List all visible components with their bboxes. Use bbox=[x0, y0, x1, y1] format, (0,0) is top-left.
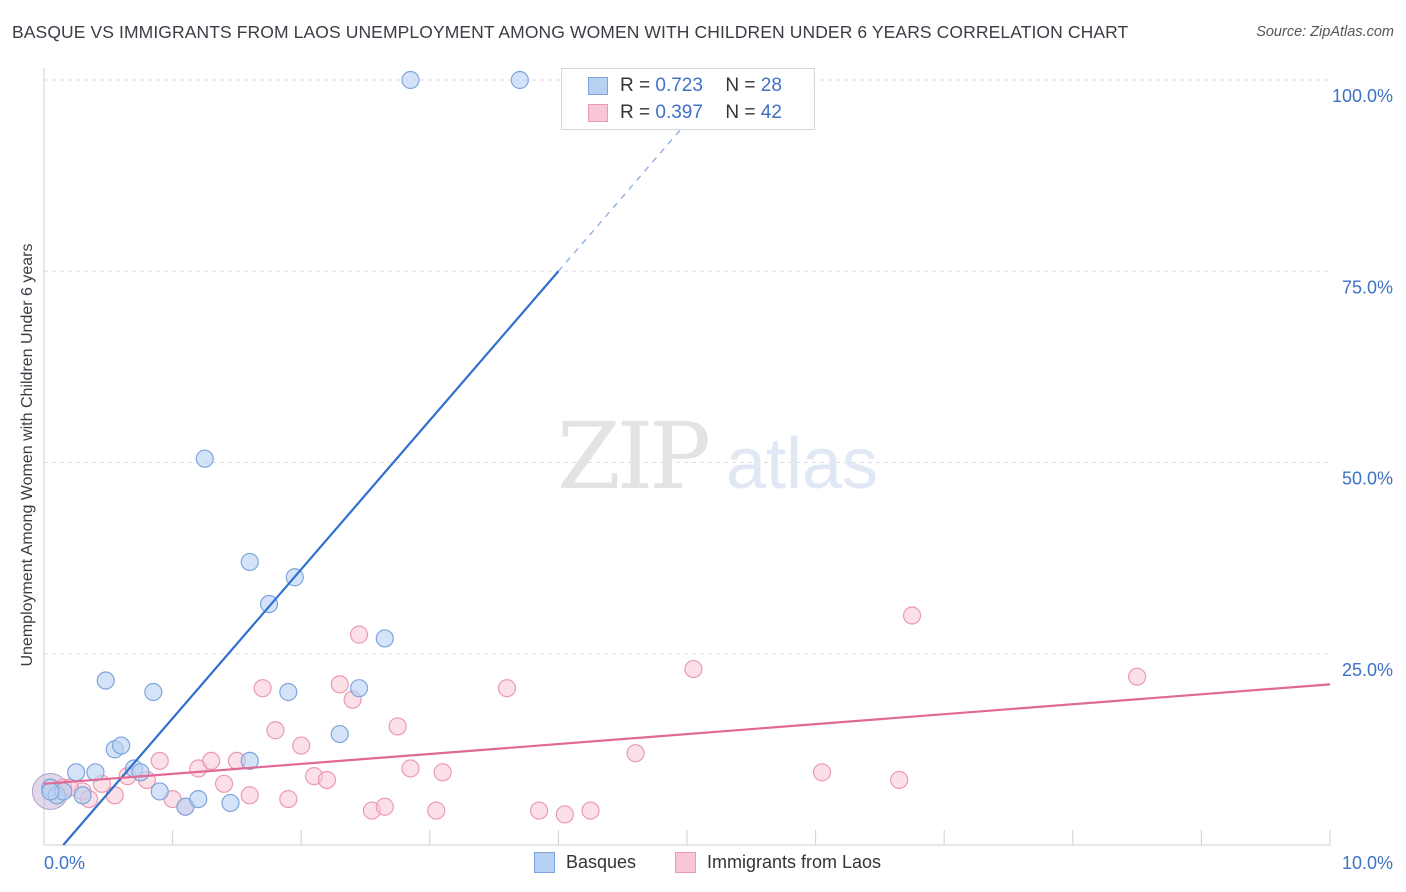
data-point-basques bbox=[150, 782, 169, 801]
data-point-laos bbox=[253, 679, 272, 698]
data-point-basques bbox=[67, 763, 86, 782]
legend-r-value-basques: 0.723 bbox=[655, 75, 703, 96]
data-point-laos bbox=[317, 770, 337, 790]
data-point-laos bbox=[497, 679, 517, 698]
data-point-laos bbox=[266, 721, 285, 740]
data-point-basques bbox=[144, 682, 163, 702]
correlation-legend: R = 0.723 N = 28 R = 0.397 N = 42 bbox=[561, 68, 815, 130]
series-swatch-pink bbox=[675, 852, 696, 873]
basque-points bbox=[41, 70, 529, 816]
data-point-laos bbox=[349, 625, 369, 644]
tick-labels: 25.0% 50.0% 75.0% 100.0% 0.0% 10.0% bbox=[44, 86, 1393, 873]
data-point-laos bbox=[375, 797, 394, 816]
data-point-laos bbox=[279, 789, 298, 809]
data-point-basques bbox=[221, 793, 240, 813]
data-point-basques bbox=[349, 679, 369, 698]
data-point-laos bbox=[427, 801, 446, 820]
trend-line-basques bbox=[62, 270, 560, 846]
data-point-basques bbox=[41, 782, 60, 801]
data-point-basques bbox=[240, 751, 259, 770]
data-point-basques bbox=[401, 70, 420, 90]
data-point-laos bbox=[812, 763, 832, 782]
series-label-basques: Basques bbox=[566, 852, 637, 872]
trend-lines bbox=[43, 121, 1331, 846]
data-point-basques bbox=[240, 552, 259, 572]
legend-swatch-blue bbox=[588, 77, 608, 95]
legend-n-label: N = bbox=[725, 102, 756, 123]
y-tick-label: 75.0% bbox=[1342, 277, 1393, 297]
series-legend-laos[interactable]: Immigrants from Laos bbox=[675, 852, 881, 873]
legend-n-value-basques: 28 bbox=[760, 75, 782, 96]
watermark-atlas: atlas bbox=[726, 424, 878, 504]
data-point-laos bbox=[684, 659, 703, 679]
data-point-basques bbox=[112, 736, 131, 755]
series-legend: Basques Immigrants from Laos bbox=[0, 852, 1406, 878]
trend-line-laos bbox=[43, 683, 1331, 785]
series-legend-basques[interactable]: Basques bbox=[534, 852, 636, 873]
series-label-laos: Immigrants from Laos bbox=[707, 852, 882, 872]
legend-r-value-laos: 0.397 bbox=[655, 102, 703, 123]
data-point-laos bbox=[292, 736, 311, 755]
data-point-laos bbox=[240, 786, 259, 805]
data-point-laos bbox=[530, 801, 549, 820]
x-tick-label: 10.0% bbox=[1342, 853, 1393, 873]
legend-n-label: N = bbox=[725, 75, 756, 96]
data-point-basques bbox=[96, 671, 115, 690]
data-point-laos bbox=[555, 805, 574, 824]
data-point-laos bbox=[433, 763, 452, 782]
watermark-zip: ZIP bbox=[557, 403, 708, 510]
data-point-laos bbox=[214, 774, 234, 793]
legend-swatch-pink bbox=[588, 104, 608, 122]
data-point-basques bbox=[73, 786, 92, 805]
x-tick-label: 0.0% bbox=[44, 853, 85, 873]
legend-row-laos: R = 0.397 N = 42 bbox=[588, 101, 782, 125]
data-point-basques bbox=[189, 789, 208, 809]
data-point-laos bbox=[150, 751, 169, 770]
data-point-basques bbox=[195, 449, 214, 468]
data-point-laos bbox=[902, 606, 922, 625]
data-point-laos bbox=[202, 751, 221, 770]
data-point-laos bbox=[626, 744, 645, 763]
data-point-laos bbox=[1127, 667, 1147, 686]
data-point-laos bbox=[105, 786, 124, 805]
y-axis-label: Unemployment Among Women with Children U… bbox=[19, 243, 36, 667]
legend-r-label: R = bbox=[620, 75, 651, 96]
data-point-basques bbox=[330, 724, 349, 744]
data-point-laos bbox=[890, 770, 909, 790]
data-point-laos bbox=[401, 759, 420, 778]
y-tick-label: 50.0% bbox=[1342, 469, 1393, 489]
watermark: ZIP atlas bbox=[557, 403, 878, 510]
data-point-basques bbox=[279, 682, 298, 702]
axes bbox=[43, 68, 1331, 846]
legend-r-label: R = bbox=[620, 102, 651, 123]
source-label: Source: ZipAtlas.com bbox=[1256, 24, 1394, 40]
data-point-laos bbox=[388, 717, 407, 736]
series-swatch-blue bbox=[534, 852, 555, 873]
chart-title: BASQUE VS IMMIGRANTS FROM LAOS UNEMPLOYM… bbox=[12, 22, 1129, 42]
trend-line-basques-extension bbox=[557, 121, 688, 272]
data-point-laos bbox=[581, 801, 600, 820]
data-point-basques bbox=[375, 629, 394, 648]
y-tick-label: 100.0% bbox=[1332, 86, 1393, 106]
data-point-basques bbox=[131, 763, 150, 782]
legend-n-value-laos: 42 bbox=[760, 102, 782, 123]
y-tick-label: 25.0% bbox=[1342, 660, 1393, 680]
grid-lines bbox=[44, 79, 1330, 655]
legend-row-basques: R = 0.723 N = 28 bbox=[588, 74, 782, 98]
data-point-basques bbox=[259, 594, 279, 614]
data-point-laos bbox=[330, 675, 349, 694]
data-point-basques bbox=[510, 70, 529, 90]
